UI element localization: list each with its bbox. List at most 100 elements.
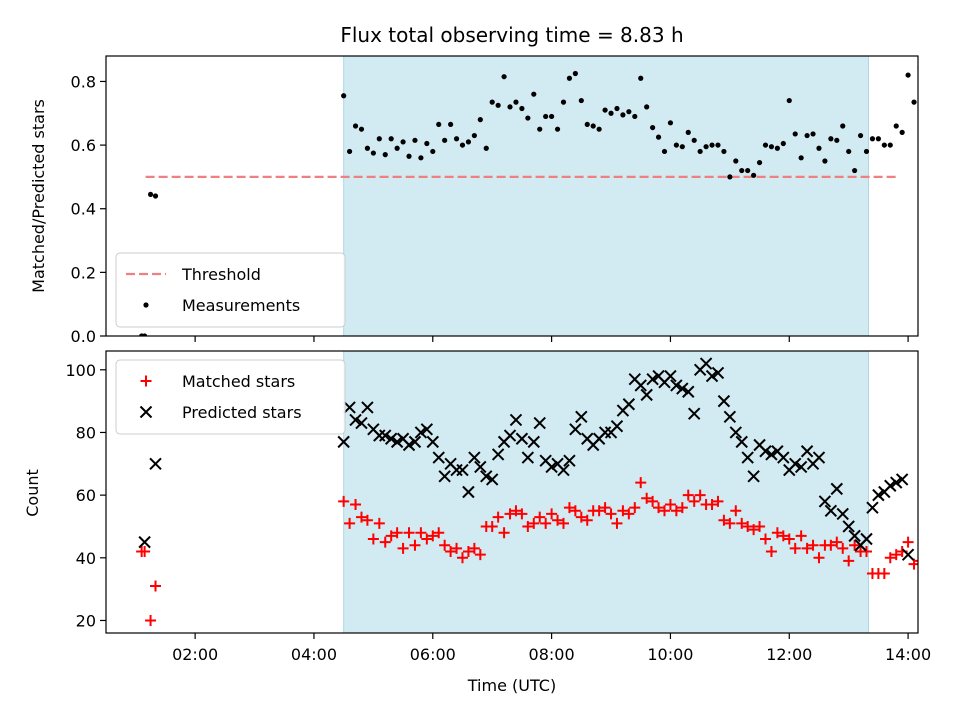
measurements-point [549,113,555,120]
top-y-tick-label: 0.0 [71,327,96,346]
measurements-point [911,99,917,105]
matched-stars-point [456,552,468,564]
measurements-point [596,126,602,132]
matched-stars-point [843,555,855,567]
measurements-point [418,155,424,161]
matched-stars-point [139,546,151,558]
measurements-point [495,102,501,108]
predicted-stars-point [687,407,701,420]
measurements-point [513,99,519,105]
measurements-point [840,123,846,129]
bottom-legend-box [115,359,346,435]
matched-stars-point [789,542,801,554]
matched-stars-point [504,508,516,520]
matched-stars-point [540,517,552,529]
matched-stars-point [367,533,379,545]
x-axis-label: Time (UTC) [467,676,556,695]
measurements-point [941,71,946,76]
predicted-stars-point [670,379,683,392]
measurements-point [358,126,365,132]
predicted-stars-point [343,401,356,414]
measurements-point [875,136,881,142]
measurements-point [822,158,828,164]
matched-stars-point [492,511,504,523]
predicted-stars-point [503,429,517,442]
top-y-tick-label: 0.4 [71,200,96,219]
predicted-stars-point [777,451,790,464]
predicted-stars-point [800,445,814,458]
matched-stars-point [350,499,362,511]
measurements-point [887,142,893,148]
measurements-point [893,123,899,129]
predicted-stars-point [699,357,713,370]
measurements-point [899,129,905,135]
matched-stars-point [932,546,943,557]
matched-stars-point [355,511,367,523]
predicted-stars-point [456,463,469,477]
matched-stars-point [736,517,748,529]
predicted-stars-point [402,438,416,452]
predicted-stars-point [622,398,636,411]
matched-stars-point [338,495,350,507]
measurements-point [679,144,685,150]
matched-stars-point [670,505,682,517]
bottom-x-tick-label: 08:00 [529,645,575,664]
predicted-stars-point [717,394,731,408]
measurements-point [721,148,727,155]
predicted-stars-point [789,457,802,471]
measurements-point [436,121,442,128]
predicted-stars-point [812,451,826,464]
bottom-y-tick-label: 40 [76,549,96,568]
matched-stars-point [439,539,451,551]
measurements-point [376,136,382,142]
matched-stars-point [145,614,157,626]
matched-stars-point [748,524,760,536]
measurements-point [142,333,148,336]
matched-stars-point [599,502,611,514]
matched-stars-point [385,530,397,542]
matched-stars-point [926,559,937,570]
predicted-stars-point [432,451,445,464]
matched-stars-point [771,527,783,539]
matched-stars-point [920,559,931,570]
measurements-point [406,153,412,159]
measurements-point [786,97,792,104]
measurements-point [477,117,483,123]
measurements-point [655,134,662,140]
predicted-stars-point [557,463,570,477]
measurements-point [620,112,626,118]
matched-stars-point [760,533,772,545]
matched-stars-point [861,546,873,558]
measurements-point [388,136,394,142]
predicted-stars-point [474,460,487,474]
predicted-stars-point [824,504,838,518]
measurements-point [507,104,513,110]
top-legend: Threshold Measurements [115,252,346,328]
predicted-stars-point [747,470,760,483]
matched-stars-point [807,539,819,551]
matched-stars-point [718,514,730,526]
measurements-point [762,142,769,148]
predicted-stars-point [646,372,659,386]
matched-stars-point [373,517,385,529]
measurements-point [673,142,679,148]
measurements-point [727,174,733,180]
matched-stars-point [837,542,849,554]
matched-stars-point [944,555,955,566]
legend-predicted-swatch [139,405,153,419]
matched-stars-point [451,542,463,554]
matched-stars-point [884,552,896,564]
measurements-point [394,145,400,151]
measurements-point [650,124,656,131]
matched-stars-point [938,555,949,566]
matched-stars-point [468,542,480,554]
matched-stars-point [552,514,564,526]
predicted-stars-point [379,429,392,442]
predicted-stars-point [480,470,493,483]
measurements-point [442,137,448,143]
predicted-stars-point [640,388,653,402]
matched-stars-point [635,477,647,489]
measurements-point [370,150,376,156]
measurements-point [537,126,543,132]
